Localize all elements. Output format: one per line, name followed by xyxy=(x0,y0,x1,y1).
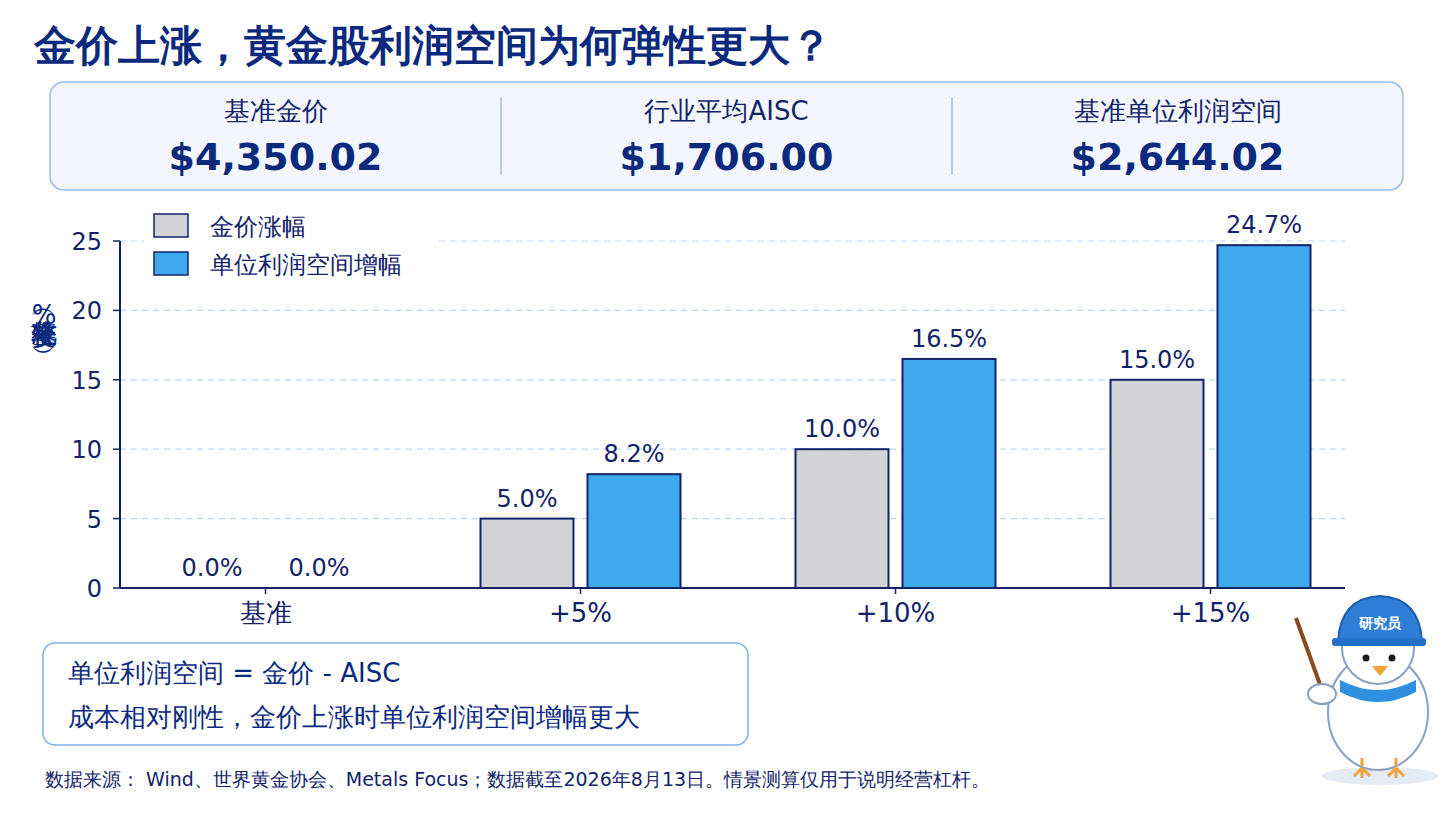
y-tick-label: 15 xyxy=(71,367,102,395)
card-divider xyxy=(951,97,953,175)
mascot-helmet-brim xyxy=(1332,638,1426,646)
y-tick xyxy=(113,379,120,381)
mascot-pointer xyxy=(1296,618,1322,690)
mascot-eye xyxy=(1363,655,1370,662)
bars xyxy=(481,245,1311,588)
data-label: 24.7% xyxy=(1226,211,1302,239)
bar xyxy=(273,587,366,589)
bar xyxy=(1218,245,1311,588)
mascot: 研究员 xyxy=(1296,596,1438,785)
card-label: 基准金价 xyxy=(224,96,328,126)
mascot-foot xyxy=(1354,758,1370,778)
data-label: 0.0% xyxy=(182,554,243,582)
data-label: 10.0% xyxy=(804,415,880,443)
card-value: $1,706.00 xyxy=(620,135,834,179)
y-tick xyxy=(113,240,120,242)
y-tick-label: 20 xyxy=(71,297,102,325)
y-axis-label: 较基准变化（%） xyxy=(29,300,59,353)
bar xyxy=(796,449,889,588)
data-label: 16.5% xyxy=(911,325,987,353)
bar xyxy=(166,587,259,589)
formula-line: 单位利润空间 = 金价 - AISC xyxy=(68,658,400,688)
summary-panel xyxy=(50,82,1403,190)
bar xyxy=(481,519,574,588)
data-labels: 0.0% 5.0% 10.0% 15.0% 0.0% 8.2% 16.5% 24.7% xyxy=(182,211,1303,582)
x-tick-label: 基准 xyxy=(240,598,292,628)
bar xyxy=(1111,380,1204,588)
grid-line xyxy=(120,310,1345,311)
y-tick-label: 0 xyxy=(87,575,102,603)
y-tick-label: 10 xyxy=(71,436,102,464)
y-axis xyxy=(119,241,121,588)
card-label: 行业平均AISC xyxy=(644,96,808,126)
y-tick xyxy=(113,587,120,589)
legend-label: 单位利润空间增幅 xyxy=(210,251,402,279)
mascot-foot xyxy=(1388,758,1404,778)
mascot-body xyxy=(1328,654,1428,770)
footnote: 数据来源： Wind、世界黄金协会、Metals Focus；数据截至2026年… xyxy=(45,768,990,790)
legend-label: 金价涨幅 xyxy=(210,213,306,241)
mascot-wing xyxy=(1308,684,1336,704)
data-label: 8.2% xyxy=(604,440,665,468)
x-tick xyxy=(895,588,897,594)
mascot-beak xyxy=(1372,666,1388,676)
y-tick-label: 25 xyxy=(71,228,102,256)
card-label: 基准单位利润空间 xyxy=(1074,96,1282,126)
mascot-eye xyxy=(1389,655,1396,662)
mascot-badge: 研究员 xyxy=(1358,615,1402,631)
canvas: 金价上涨，黄金股利润空间为何弹性更大？ 基准金价 $4,350.02 行业平均AISC… xyxy=(0,0,1448,815)
mascot-scarf xyxy=(1340,680,1416,702)
legend-bg xyxy=(144,206,434,290)
x-tick-label: +10% xyxy=(856,598,936,628)
card-value: $4,350.02 xyxy=(169,135,383,179)
mascot-helmet xyxy=(1338,596,1422,642)
legend-swatch xyxy=(154,252,188,275)
card-value: $2,644.02 xyxy=(1071,135,1285,179)
x-tick xyxy=(580,588,582,594)
x-tick-label: +15% xyxy=(1171,598,1251,628)
data-label: 0.0% xyxy=(289,554,350,582)
formula-box xyxy=(43,643,748,745)
y-tick xyxy=(113,448,120,450)
x-tick-label: +5% xyxy=(549,598,612,628)
bar xyxy=(903,359,996,588)
x-tick xyxy=(265,588,267,594)
y-tick-label: 5 xyxy=(87,506,102,534)
data-label: 5.0% xyxy=(497,485,558,513)
title: 金价上涨，黄金股利润空间为何弹性更大？ xyxy=(33,21,832,70)
bar xyxy=(588,474,681,588)
y-tick xyxy=(113,518,120,520)
x-tick xyxy=(1210,588,1212,594)
y-tick xyxy=(113,310,120,312)
card-divider xyxy=(500,97,502,175)
legend-swatch xyxy=(154,214,188,237)
page: 金价上涨，黄金股利润空间为何弹性更大？ 基准金价 $4,350.02 行业平均AISC… xyxy=(0,0,1448,815)
formula-line: 成本相对刚性，金价上涨时单位利润空间增幅更大 xyxy=(68,702,640,732)
data-label: 15.0% xyxy=(1119,346,1195,374)
